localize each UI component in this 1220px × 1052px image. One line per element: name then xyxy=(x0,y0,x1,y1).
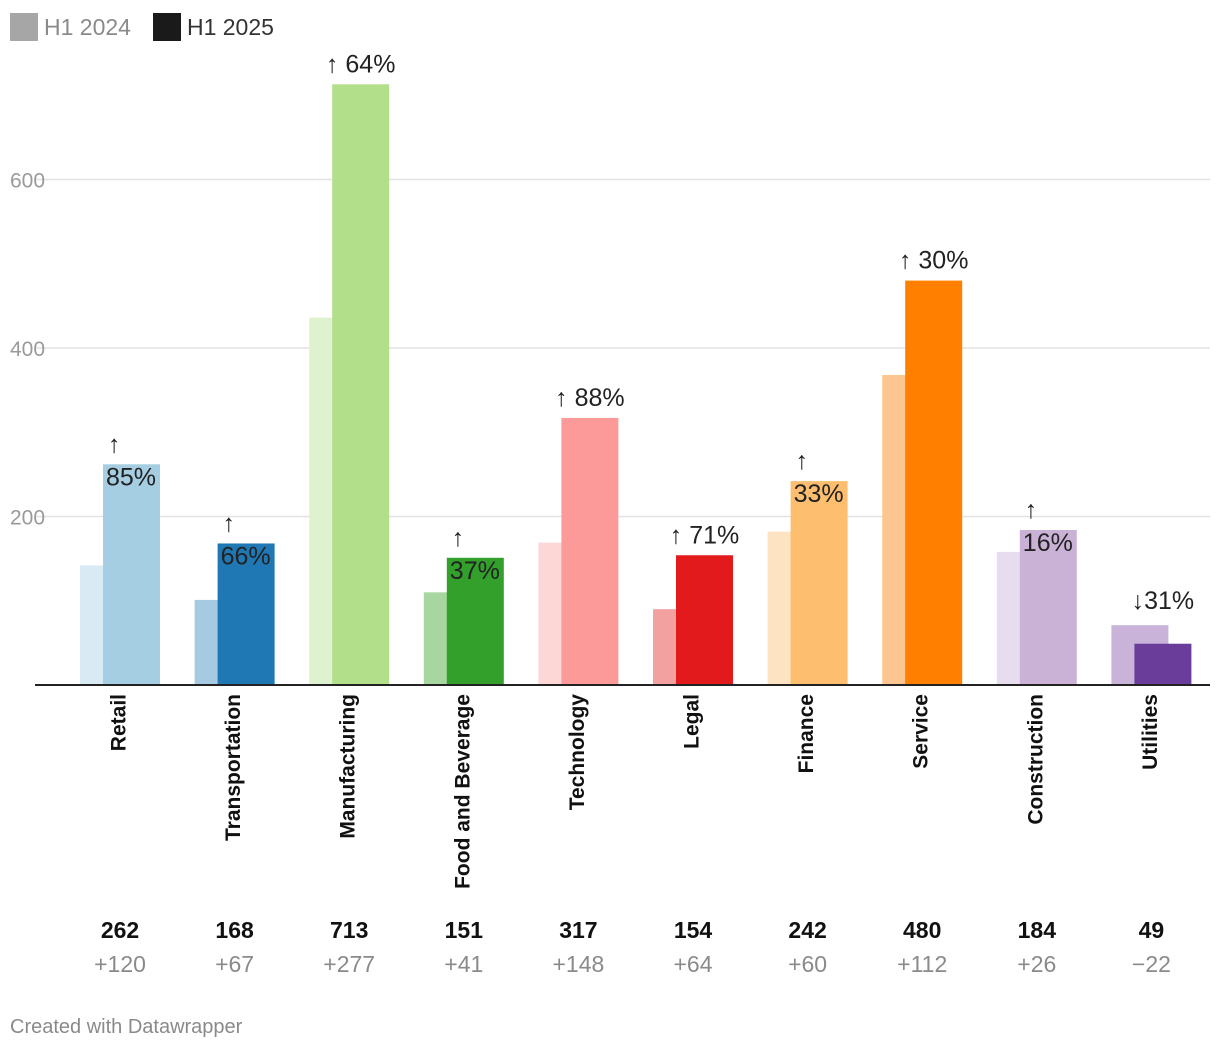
category-label-construction: Construction xyxy=(1024,694,1047,825)
total-value-manufacturing: 713 xyxy=(330,917,368,943)
diff-value-service: +112 xyxy=(897,951,947,977)
legend-item-h1-2024[interactable]: H1 2024 xyxy=(10,13,131,41)
y-tick-label-200: 200 xyxy=(10,507,45,530)
change-label-service: ↑ 30% xyxy=(899,247,968,275)
change-label-food-and-beverage: 37% xyxy=(450,557,500,585)
change-arrow-finance: ↑ xyxy=(796,447,809,475)
bar-h1-2025-finance xyxy=(790,481,848,685)
diff-value-technology: +148 xyxy=(552,951,604,977)
diff-value-transportation: +67 xyxy=(215,951,254,977)
category-label-service: Service xyxy=(910,694,933,769)
total-value-food-and-beverage: 151 xyxy=(445,917,484,943)
change-label-utilities: ↓31% xyxy=(1132,587,1195,615)
bar-h1-2025-legal xyxy=(676,555,733,685)
change-arrow-transportation: ↑ xyxy=(223,509,236,537)
bar-h1-2025-utilities xyxy=(1134,643,1192,685)
diff-value-manufacturing: +277 xyxy=(323,951,375,977)
category-label-technology: Technology xyxy=(566,694,589,811)
change-label-transportation: 66% xyxy=(221,542,271,570)
bar-h1-2025-transportation xyxy=(217,543,275,685)
category-label-finance: Finance xyxy=(795,694,818,773)
category-label-utilities: Utilities xyxy=(1139,694,1162,770)
legend-swatch-h1-2024 xyxy=(10,13,38,41)
total-value-transportation: 168 xyxy=(215,917,254,943)
legend-label-h1-2025: H1 2025 xyxy=(186,13,274,40)
total-value-service: 480 xyxy=(903,917,941,943)
bar-h1-2025-retail xyxy=(103,464,160,685)
category-label-manufacturing: Manufacturing xyxy=(337,694,360,839)
legend-label-h1-2024: H1 2024 xyxy=(44,13,131,40)
change-label-legal: ↑ 71% xyxy=(670,521,739,549)
category-label-food-and-beverage: Food and Beverage xyxy=(451,694,474,889)
diff-value-food-and-beverage: +41 xyxy=(444,951,483,977)
change-label-construction: 16% xyxy=(1023,529,1073,557)
change-arrow-food-and-beverage: ↑ xyxy=(452,524,465,552)
diff-value-retail: +120 xyxy=(94,951,146,977)
credit-text: Created with Datawrapper xyxy=(10,1016,243,1038)
total-value-legal: 154 xyxy=(674,917,713,943)
change-arrow-construction: ↑ xyxy=(1025,496,1038,524)
total-value-construction: 184 xyxy=(1018,917,1057,943)
change-arrow-retail: ↑ xyxy=(108,430,121,458)
change-label-manufacturing: ↑ 64% xyxy=(326,50,395,78)
bar-h1-2025-manufacturing xyxy=(332,84,390,686)
bar-chart: 200 400 600 ↑ 85% Retail 262 +120 ↑ 66% Transporta… xyxy=(10,50,1210,977)
bar-h1-2025-service xyxy=(905,280,963,685)
category-label-retail: Retail xyxy=(108,694,131,751)
total-value-retail: 262 xyxy=(101,917,139,943)
legend: H1 2024 H1 2025 xyxy=(10,13,296,41)
change-label-finance: 33% xyxy=(794,480,844,508)
change-label-technology: ↑ 88% xyxy=(555,384,624,412)
total-value-finance: 242 xyxy=(788,917,826,943)
total-value-utilities: 49 xyxy=(1139,917,1165,943)
change-label-retail: 85% xyxy=(106,463,156,491)
legend-item-h1-2025[interactable]: H1 2025 xyxy=(152,13,274,41)
diff-value-utilities: −22 xyxy=(1132,951,1171,977)
bar-h1-2025-construction xyxy=(1019,529,1077,685)
diff-value-construction: +26 xyxy=(1017,951,1056,977)
bar-h1-2025-food-and-beverage xyxy=(446,557,504,685)
diff-value-legal: +64 xyxy=(673,951,712,977)
bar-h1-2025-technology xyxy=(561,417,619,685)
y-tick-label-400: 400 xyxy=(10,338,45,361)
diff-value-finance: +60 xyxy=(788,951,827,977)
y-tick-label-600: 600 xyxy=(10,170,45,193)
category-label-transportation: Transportation xyxy=(222,694,245,841)
total-value-technology: 317 xyxy=(559,917,597,943)
legend-swatch-h1-2025 xyxy=(152,13,181,41)
category-label-legal: Legal xyxy=(681,694,704,749)
